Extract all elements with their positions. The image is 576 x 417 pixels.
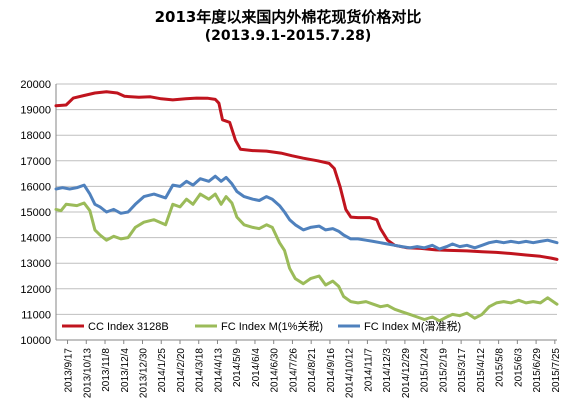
x-tick-label: 2014/7/26 bbox=[288, 348, 299, 393]
x-tick-label: 2014/4/13 bbox=[213, 348, 224, 393]
x-tick-label: 2014/5/9 bbox=[232, 348, 243, 387]
x-tick-label: 2013/10/13 bbox=[82, 348, 93, 398]
x-tick-label: 2014/12/29 bbox=[401, 348, 412, 398]
series-line-3 bbox=[54, 174, 559, 251]
legend-label-2: FC Index M(1%关税) bbox=[221, 319, 323, 333]
x-tick-label: 2014/11/7 bbox=[363, 348, 374, 392]
y-tick-label: 13000 bbox=[20, 258, 51, 270]
x-tick-label: 2014/1/25 bbox=[157, 348, 168, 393]
x-tick-label: 2015/4/12 bbox=[476, 348, 487, 393]
x-tick-label: 2013/9/17 bbox=[64, 348, 75, 393]
y-tick-label: 18000 bbox=[20, 130, 51, 142]
x-tick-label: 2013/11/8 bbox=[101, 348, 112, 392]
x-tick-label: 2015/6/3 bbox=[513, 348, 524, 387]
y-tick-label: 12000 bbox=[20, 284, 51, 296]
chart-subtitle: (2013.9.1-2015.7.28) bbox=[204, 28, 372, 44]
x-tick-label: 2014/12/3 bbox=[382, 348, 393, 393]
x-tick-label: 2014/6/4 bbox=[251, 348, 262, 387]
x-tick-label: 2013/12/4 bbox=[120, 348, 131, 393]
y-tick-label: 20000 bbox=[20, 79, 51, 91]
y-tick-label: 15000 bbox=[20, 207, 51, 219]
y-tick-label: 19000 bbox=[20, 105, 51, 117]
legend-label-1: CC Index 3128B bbox=[88, 321, 169, 333]
x-tick-label: 2015/2/19 bbox=[438, 348, 449, 393]
y-tick-label: 17000 bbox=[20, 156, 51, 168]
series-line-2 bbox=[54, 192, 559, 323]
x-tick-label: 2015/1/24 bbox=[420, 348, 431, 393]
y-tick-label: 11000 bbox=[21, 309, 51, 321]
x-tick-label: 2015/6/29 bbox=[532, 348, 543, 393]
y-tick-label: 10000 bbox=[20, 335, 51, 347]
x-tick-label: 2014/6/30 bbox=[270, 348, 281, 393]
legend-label-3: FC Index M(滑准税) bbox=[364, 319, 461, 333]
x-tick-label: 2014/2/20 bbox=[176, 348, 187, 393]
y-tick-label: 14000 bbox=[20, 233, 51, 245]
y-tick-label: 16000 bbox=[20, 181, 51, 193]
x-tick-label: 2015/3/17 bbox=[457, 348, 468, 393]
x-tick-label: 2014/3/18 bbox=[195, 348, 206, 393]
series-line-1 bbox=[54, 90, 559, 261]
x-tick-label: 2015/5/8 bbox=[495, 348, 506, 387]
x-tick-label: 2014/10/12 bbox=[345, 348, 356, 398]
x-tick-label: 2014/9/16 bbox=[326, 348, 337, 393]
x-tick-label: 2013/12/30 bbox=[139, 348, 150, 398]
chart-title: 2013年度以来国内外棉花现货价格对比 bbox=[154, 8, 422, 26]
x-tick-label: 2015/7/25 bbox=[551, 348, 562, 393]
x-tick-label: 2014/8/21 bbox=[307, 348, 318, 393]
